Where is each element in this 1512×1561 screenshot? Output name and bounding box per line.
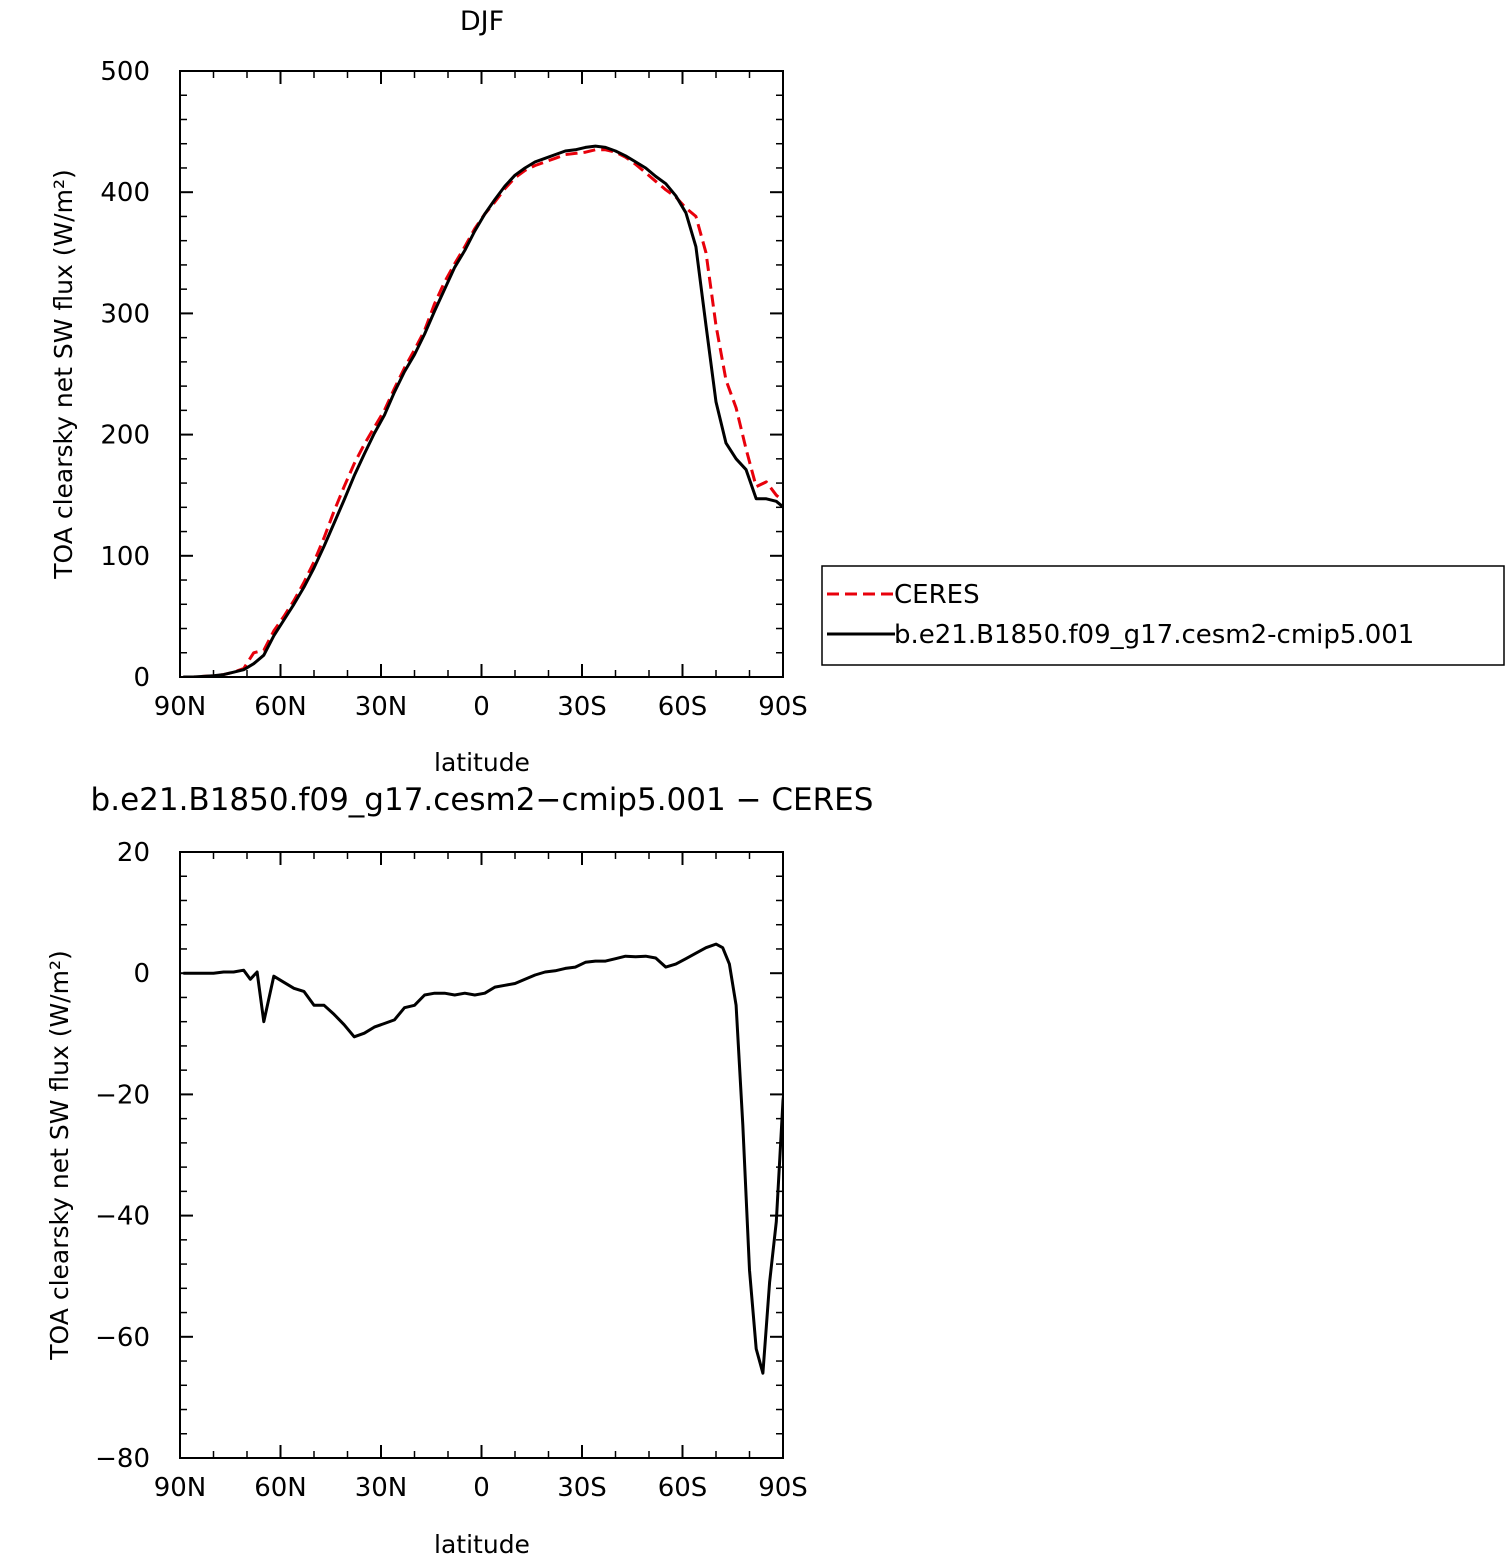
legend-box — [821, 565, 1505, 666]
legend-label-ceres: CERES — [894, 580, 980, 610]
top-y-tick-labels: 0 100 200 300 400 500 — [100, 57, 150, 693]
top-y-axis-label: TOA clearsky net SW flux (W/m²) — [49, 169, 78, 579]
y-tick-label: 500 — [100, 57, 150, 87]
x-tick-label: 90N — [154, 1473, 207, 1503]
x-tick-label: 90S — [758, 692, 808, 722]
y-tick-label: −20 — [95, 1080, 150, 1110]
y-tick-label: 100 — [100, 542, 150, 572]
top-chart-ticks — [179, 70, 784, 678]
bottom-y-axis-label: TOA clearsky net SW flux (W/m²) — [45, 950, 74, 1360]
y-tick-label: 300 — [100, 299, 150, 329]
bottom-x-axis-label: latitude — [434, 1530, 530, 1559]
top-x-tick-labels: 90N 60N 30N 0 30S 60S 90S — [154, 692, 808, 722]
bottom-chart-title: b.e21.B1850.f09_g17.cesm2−cmip5.001 − CE… — [91, 782, 874, 818]
top-plot-frame — [179, 70, 784, 678]
x-tick-label: 90S — [758, 1473, 808, 1503]
x-tick-label: 30N — [355, 1473, 408, 1503]
legend-label-model: b.e21.B1850.f09_g17.cesm2-cmip5.001 — [894, 620, 1414, 650]
bottom-chart-panel: b.e21.B1850.f09_g17.cesm2−cmip5.001 − CE… — [45, 782, 873, 1559]
y-tick-label: −80 — [95, 1444, 150, 1474]
y-tick-label: −60 — [95, 1323, 150, 1353]
x-tick-label: 60N — [254, 692, 307, 722]
y-tick-label: 20 — [117, 838, 150, 868]
x-tick-label: 30N — [355, 692, 408, 722]
bottom-chart-ticks — [179, 851, 784, 1459]
x-tick-label: 30S — [557, 1473, 607, 1503]
y-tick-label: 200 — [100, 421, 150, 451]
bottom-plot-frame — [179, 851, 784, 1459]
top-x-axis-label: latitude — [434, 748, 530, 777]
top-chart-panel: DJF 90N 60N 30N 0 30S 60S 90S 0 100 200 300 400 500… — [49, 6, 808, 777]
y-tick-label: 400 — [100, 178, 150, 208]
x-tick-label: 60S — [658, 692, 708, 722]
bottom-chart-series — [183, 942, 783, 1375]
y-tick-label: −40 — [95, 1202, 150, 1232]
x-tick-label: 60S — [658, 1473, 708, 1503]
top-chart-series — [183, 144, 783, 677]
x-tick-label: 90N — [154, 692, 207, 722]
bottom-y-tick-labels: −80 −60 −40 −20 0 20 — [95, 838, 150, 1474]
y-tick-label: 0 — [133, 959, 150, 989]
x-tick-label: 30S — [557, 692, 607, 722]
legend: CERES b.e21.B1850.f09_g17.cesm2-cmip5.00… — [821, 565, 1505, 666]
y-tick-label: 0 — [133, 663, 150, 693]
series-line-ceres — [183, 148, 783, 677]
x-tick-label: 0 — [473, 1473, 490, 1503]
series-line-model — [183, 144, 783, 677]
x-tick-label: 60N — [254, 1473, 307, 1503]
x-tick-label: 0 — [473, 692, 490, 722]
bottom-x-tick-labels: 90N 60N 30N 0 30S 60S 90S — [154, 1473, 808, 1503]
top-chart-title: DJF — [460, 6, 504, 37]
series-line-difference — [183, 942, 783, 1375]
